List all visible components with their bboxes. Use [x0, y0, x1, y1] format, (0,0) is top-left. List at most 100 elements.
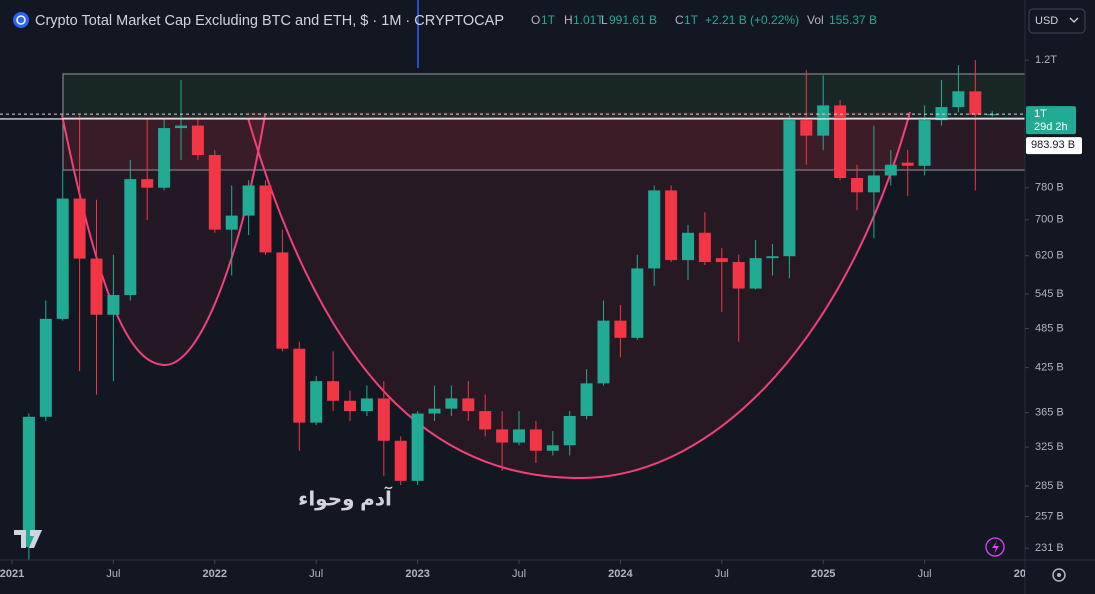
- candle-body: [766, 256, 779, 259]
- currency-label[interactable]: USD: [1035, 15, 1058, 27]
- candle-body: [411, 413, 424, 481]
- symbol-icon: [13, 12, 29, 28]
- alert-bolt[interactable]: [992, 541, 999, 554]
- candle-body: [496, 429, 509, 443]
- candle-body: [344, 400, 356, 412]
- countdown-label: 29d 2h: [1034, 121, 1068, 133]
- candle-body: [698, 232, 711, 263]
- cup-curve: [247, 111, 911, 480]
- candle-body: [310, 381, 323, 423]
- candle-body: [580, 383, 593, 416]
- candle-body: [800, 120, 813, 136]
- ohlc-key: O: [531, 13, 540, 27]
- support-zone: [62, 117, 1026, 171]
- candle-body: [39, 318, 52, 417]
- x-tick-label: Jul: [918, 568, 932, 580]
- currency-button[interactable]: [1028, 8, 1086, 34]
- candle-body: [479, 411, 492, 430]
- candle-body: [834, 105, 847, 179]
- candle-body: [462, 398, 475, 412]
- candle-body: [783, 120, 796, 257]
- vol-value: 155.37 B: [829, 13, 877, 27]
- handle-curve: [61, 114, 266, 367]
- candle-body: [22, 416, 35, 547]
- x-tick-label: 2021: [0, 568, 24, 580]
- x-tick-label: 2023: [405, 568, 429, 580]
- candle-body: [175, 125, 187, 129]
- x-tick-label: 2026: [1014, 568, 1038, 580]
- candle-body: [631, 268, 644, 338]
- candle-body: [867, 175, 880, 193]
- symbol-icon-ring: [16, 15, 26, 25]
- y-tick-label: 285 B: [1035, 480, 1064, 492]
- settings-icon-center[interactable]: [1057, 573, 1061, 577]
- settings-icon[interactable]: [1052, 568, 1066, 582]
- candle-body: [935, 107, 948, 121]
- time-axis: 2021 Jul 2022 Jul 2023 Jul 2024 Jul 2025 Jul 2026: [0, 560, 1038, 580]
- candle-body: [107, 295, 120, 315]
- candle-body: [191, 125, 204, 156]
- candle-body: [648, 190, 661, 269]
- candle-body: [918, 120, 931, 166]
- candle-body: [513, 429, 525, 443]
- x-tick-label: 2025: [811, 568, 835, 580]
- candle-body: [445, 398, 458, 409]
- logo: [14, 530, 42, 548]
- hline-label: 983.93 B: [1031, 139, 1075, 151]
- y-tick-label: 700 B: [1035, 214, 1064, 226]
- cup-fill: [248, 112, 910, 478]
- candle-body: [749, 258, 762, 289]
- candle-body: [327, 381, 340, 401]
- ohlc-value: 1T: [684, 13, 699, 27]
- candle-body: [124, 179, 137, 296]
- ohlc-value: 1.01T: [573, 13, 604, 27]
- y-tick-label: 365 B: [1035, 407, 1064, 419]
- drawings: [61, 0, 1026, 480]
- candle-body: [682, 232, 694, 261]
- candle-body: [715, 258, 728, 263]
- candle-body: [360, 398, 373, 412]
- candle-body: [952, 91, 965, 108]
- candle-body: [563, 415, 576, 446]
- ohlc-key: C: [675, 13, 684, 27]
- candle-body: [293, 348, 306, 423]
- y-tick-label: 545 B: [1035, 288, 1064, 300]
- x-tick-label: Jul: [512, 568, 526, 580]
- ohlc-key: L: [601, 13, 608, 27]
- y-tick-label: 257 B: [1035, 511, 1064, 523]
- candle-body: [242, 185, 255, 216]
- vol-label: Vol: [807, 13, 824, 27]
- dropdown-chevron[interactable]: [1069, 17, 1079, 23]
- y-tick-label: 620 B: [1035, 250, 1064, 262]
- y-tick-label: 485 B: [1035, 322, 1064, 334]
- candle-body: [394, 440, 407, 481]
- ohlc-value: 991.61 B: [609, 13, 657, 27]
- x-tick-label: Jul: [106, 568, 120, 580]
- alert-icon[interactable]: [985, 537, 1005, 557]
- ohlc-key: H: [564, 13, 573, 27]
- candle-body: [56, 198, 69, 319]
- candle-body: [428, 408, 441, 414]
- hline-box: [1026, 137, 1082, 155]
- x-tick-label: Jul: [715, 568, 729, 580]
- candle-body: [73, 198, 86, 259]
- candle-body: [901, 162, 914, 166]
- candle-body: [276, 252, 289, 349]
- chart-title: Crypto Total Market Cap Excluding BTC an…: [35, 13, 504, 29]
- y-tick-label: 325 B: [1035, 441, 1064, 453]
- y-tick-label: 231 B: [1035, 542, 1064, 554]
- candle-body: [732, 262, 745, 289]
- y-tick-label: 425 B: [1035, 362, 1064, 374]
- candle-body: [158, 128, 171, 188]
- ohlc-value: 1T: [541, 13, 556, 27]
- last-price-box: [1026, 106, 1076, 135]
- x-tick-label: 2022: [203, 568, 227, 580]
- resistance-zone: [62, 73, 1026, 119]
- candle-body: [90, 258, 103, 315]
- candle-body: [546, 445, 559, 451]
- y-tick-label: 1.2T: [1035, 54, 1057, 66]
- candle-body: [208, 155, 221, 230]
